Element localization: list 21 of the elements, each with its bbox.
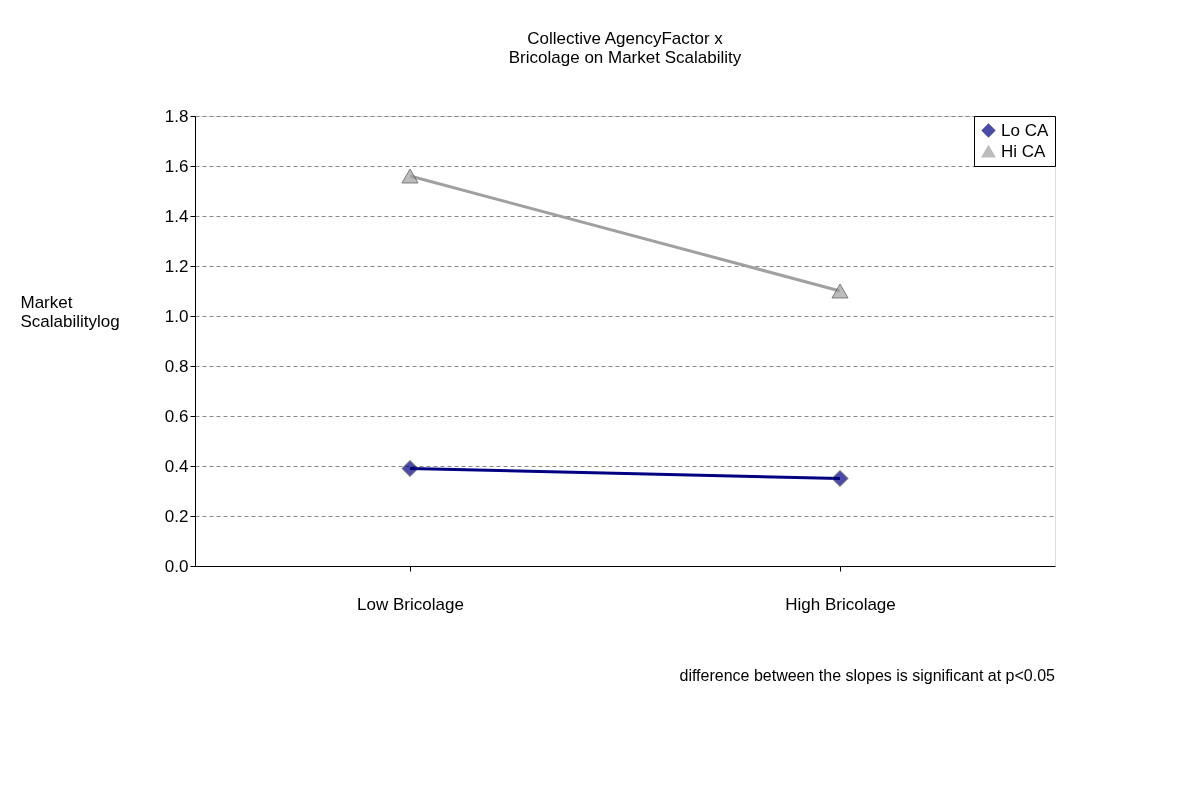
y-tick-label: 0.2 xyxy=(164,506,189,526)
x-tick-label: High Bricolage xyxy=(785,594,896,614)
y-tick-label: 1.2 xyxy=(164,256,189,276)
y-tick-label: 1.0 xyxy=(164,306,189,326)
text: Scalabilitylog xyxy=(20,311,120,331)
point xyxy=(831,469,849,488)
legend-label: Hi CA xyxy=(1001,141,1047,161)
y-tick-label: 0.4 xyxy=(164,456,189,476)
text: Market xyxy=(20,292,73,312)
x-tick-label: Low Bricolage xyxy=(357,594,464,614)
y-tick-label: 1.8 xyxy=(164,106,189,126)
y-tick-label: 0.0 xyxy=(164,556,189,576)
legend-label: Lo CA xyxy=(1001,120,1049,140)
y-tick-label: 0.8 xyxy=(164,356,189,376)
y-tick-label: 1.6 xyxy=(164,156,189,176)
y-tick-label: 0.6 xyxy=(164,406,189,426)
point xyxy=(401,459,419,478)
text: Bricolage on Market Scalability xyxy=(508,48,742,67)
text: Collective AgencyFactor x xyxy=(527,29,723,48)
text: difference between the slopes is significant at p<0.05 xyxy=(679,667,1056,684)
y-tick-label: 1.4 xyxy=(164,206,189,226)
